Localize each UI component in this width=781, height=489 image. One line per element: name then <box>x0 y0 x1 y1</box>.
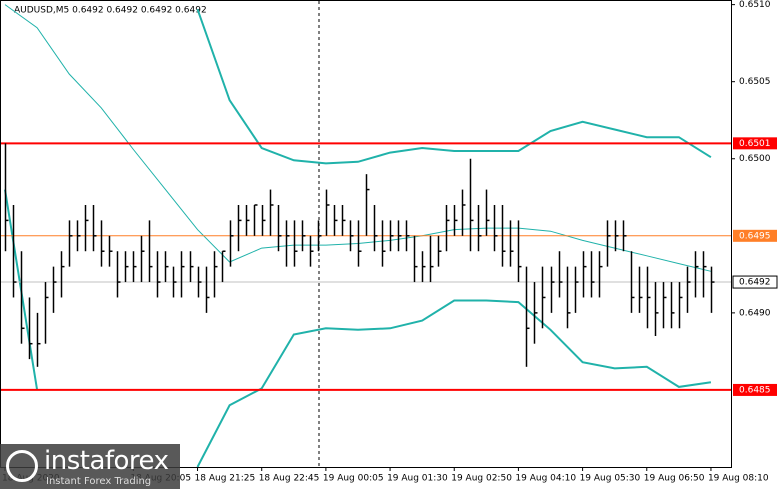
x-tick-label: 19 Aug 08:10 <box>708 474 769 484</box>
price-level-box <box>732 275 778 289</box>
x-tick-label: 19 Aug 01:30 <box>387 474 448 484</box>
x-tick-label: 19 Aug 06:50 <box>644 474 705 484</box>
y-tick-label: 0.6500 <box>739 154 771 164</box>
y-tick-label: 0.6490 <box>739 308 771 318</box>
price-level-label: 0.6501 <box>739 139 771 149</box>
price-level-box <box>733 383 777 396</box>
price-level-box <box>733 229 777 242</box>
x-tick-label: 19 Aug 02:50 <box>451 474 512 484</box>
chart-title: AUDUSD,M5 0.6492 0.6492 0.6492 0.6492 <box>14 6 207 16</box>
y-tick-label: 0.6505 <box>739 77 771 87</box>
x-tick-label: 19 Aug 04:10 <box>515 474 576 484</box>
x-tick-label: 18 Aug 22:45 <box>259 474 320 484</box>
x-tick-label: 18 Aug 21:25 <box>195 474 256 484</box>
y-tick-label: 0.6510 <box>739 0 771 10</box>
price-level-label: 0.6495 <box>739 231 771 241</box>
watermark: instaforex Instant Forex Trading <box>0 444 180 489</box>
price-level-box <box>733 137 777 150</box>
logo-icon <box>6 450 38 482</box>
price-level-label: 0.6492 <box>739 278 771 288</box>
logo-brand: instaforex <box>44 446 169 476</box>
price-level-label: 0.6485 <box>739 385 771 395</box>
indicator-line <box>196 8 712 165</box>
x-tick-label: 19 Aug 05:30 <box>580 474 641 484</box>
x-tick-label: 19 Aug 00:05 <box>323 474 384 484</box>
logo-tagline: Instant Forex Trading <box>46 476 152 487</box>
